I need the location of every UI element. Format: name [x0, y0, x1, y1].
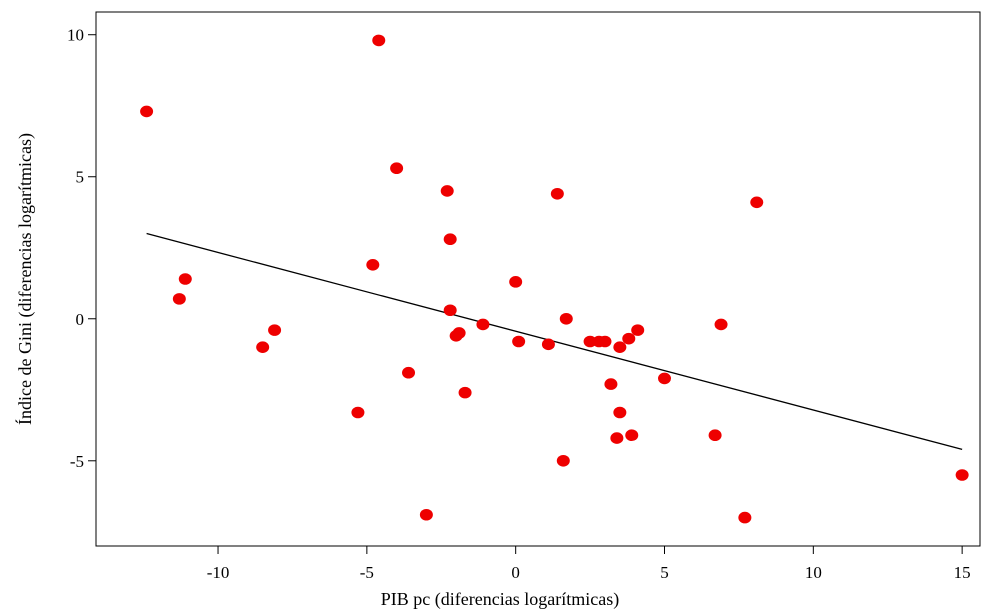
y-tick-label: 10	[67, 26, 84, 45]
data-point	[583, 335, 597, 348]
data-point	[256, 341, 270, 353]
x-tick-label: 5	[660, 563, 669, 582]
data-point	[657, 372, 671, 385]
plot-frame	[95, 11, 981, 547]
data-point	[714, 318, 728, 331]
y-tick-label: 5	[76, 168, 85, 187]
data-point	[598, 335, 612, 348]
x-tick-label: -10	[207, 563, 230, 582]
x-axis-label: PIB pc (diferencias logarítmicas)	[381, 589, 619, 610]
data-point	[178, 273, 192, 285]
x-tick-label: 0	[511, 563, 520, 582]
data-point	[458, 386, 472, 399]
x-tick-label: 10	[805, 563, 822, 582]
data-point	[509, 276, 523, 288]
data-point	[541, 338, 555, 351]
data-point	[559, 312, 573, 325]
data-point	[738, 511, 752, 524]
trend-line	[146, 232, 963, 451]
data-point	[613, 406, 627, 419]
y-tick-label: -5	[70, 452, 84, 471]
data-points	[140, 34, 969, 524]
data-point	[440, 185, 454, 197]
data-point	[512, 335, 526, 348]
x-tick-label: -5	[360, 563, 374, 582]
data-point	[622, 332, 636, 345]
data-point	[610, 432, 624, 444]
x-axis: -10 -5 0 5 10 15	[207, 546, 971, 582]
x-tick-label: 15	[954, 563, 971, 582]
data-point	[452, 327, 466, 339]
data-point	[550, 187, 564, 200]
data-point	[604, 378, 618, 390]
data-point	[443, 304, 457, 317]
data-point	[625, 429, 639, 442]
data-point	[351, 406, 365, 419]
data-point	[556, 454, 570, 467]
y-axis-label: Índice de Gini (diferencias logarítmicas…	[14, 133, 36, 425]
data-point	[402, 366, 416, 379]
data-point	[140, 105, 154, 118]
data-point	[708, 429, 722, 442]
data-point	[750, 196, 764, 209]
data-point	[366, 258, 380, 271]
data-point	[631, 324, 645, 336]
data-point	[268, 324, 282, 336]
y-tick-label: 0	[76, 310, 85, 329]
data-point	[443, 233, 457, 246]
data-point	[372, 34, 386, 47]
data-point	[172, 293, 186, 305]
data-point	[476, 318, 490, 331]
y-axis: -5 0 5 10	[67, 26, 96, 471]
data-point	[390, 162, 404, 175]
data-point	[419, 508, 433, 521]
data-point	[613, 341, 627, 353]
data-point	[955, 469, 969, 481]
